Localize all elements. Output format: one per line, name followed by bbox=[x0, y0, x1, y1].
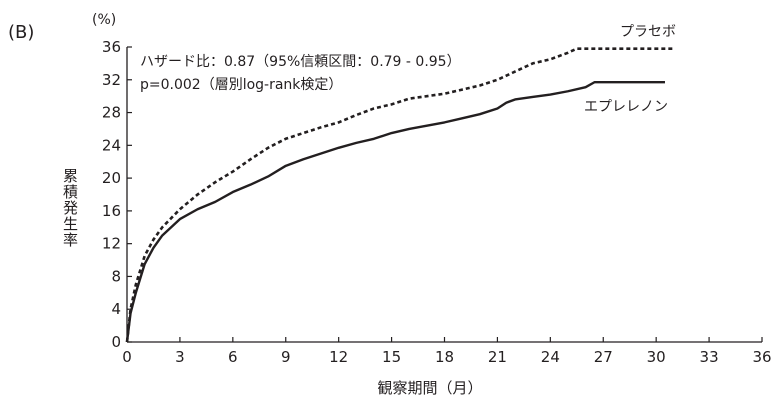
y-axis-label: 累積発生率 bbox=[61, 168, 79, 248]
y-tick-label: 32 bbox=[102, 71, 121, 89]
x-tick-label: 33 bbox=[700, 348, 719, 366]
y-tick-label: 8 bbox=[111, 267, 121, 285]
y-tick-label: 12 bbox=[102, 235, 121, 253]
x-tick-label: 0 bbox=[122, 348, 132, 366]
x-tick-label: 27 bbox=[594, 348, 613, 366]
series-label-placebo: プラセボ bbox=[620, 24, 676, 40]
x-tick-label: 30 bbox=[647, 348, 666, 366]
hazard-ratio-annotation: ハザード比：0.87（95%信頼区間：0.79 - 0.95） bbox=[140, 54, 461, 70]
x-axis-label: 観察期間（月） bbox=[377, 379, 482, 397]
x-tick-label: 3 bbox=[175, 348, 185, 366]
y-axis-ticks: 0 4 8 12 16 20 24 28 32 36 bbox=[102, 38, 132, 351]
y-tick-label: 16 bbox=[102, 202, 121, 220]
p-value-annotation: p=0.002（層別log-rank検定） bbox=[140, 77, 342, 93]
x-axis-ticks: 0 3 6 9 12 15 18 21 24 27 30 33 36 bbox=[122, 337, 772, 366]
x-tick-label: 6 bbox=[228, 348, 238, 366]
x-tick-label: 9 bbox=[281, 348, 291, 366]
y-tick-label: 24 bbox=[102, 136, 121, 154]
eplerenone-line bbox=[125, 81, 665, 343]
placebo-line bbox=[125, 47, 674, 343]
y-axis-unit: (%) bbox=[92, 12, 116, 28]
y-tick-label: 36 bbox=[102, 38, 121, 56]
panel-label: (B) bbox=[8, 22, 34, 43]
y-tick-label: 4 bbox=[111, 300, 121, 318]
x-tick-label: 21 bbox=[488, 348, 507, 366]
x-tick-label: 18 bbox=[435, 348, 454, 366]
x-tick-label: 12 bbox=[329, 348, 348, 366]
series-lines bbox=[125, 47, 674, 343]
x-tick-label: 24 bbox=[541, 348, 560, 366]
x-tick-label: 36 bbox=[752, 348, 771, 366]
y-tick-label: 0 bbox=[111, 333, 121, 351]
y-tick-label: 20 bbox=[102, 169, 121, 187]
x-tick-label: 15 bbox=[382, 348, 401, 366]
y-tick-label: 28 bbox=[102, 104, 121, 122]
series-label-eplerenone: エプレレノン bbox=[584, 99, 668, 115]
